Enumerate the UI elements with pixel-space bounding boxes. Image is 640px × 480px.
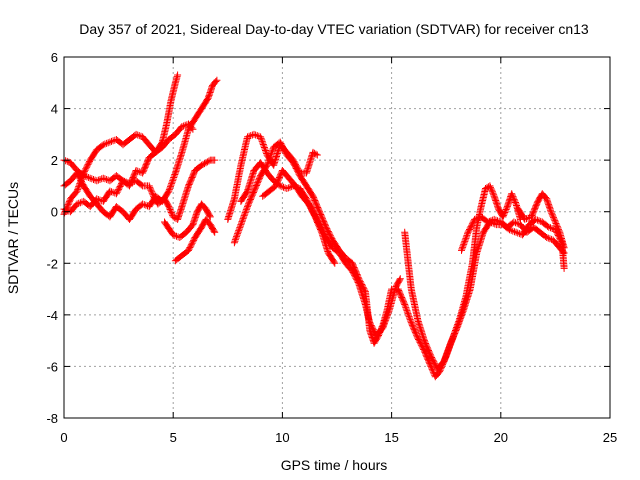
x-tick-label: 0 <box>60 430 67 445</box>
series-track-12 <box>401 215 568 373</box>
series-track-9 <box>237 159 404 339</box>
y-tick-label: 0 <box>51 205 58 220</box>
data-marks <box>60 71 568 381</box>
y-tick-label: 4 <box>51 102 58 117</box>
plot-frame <box>63 56 611 419</box>
x-axis-label: GPS time / hours <box>281 457 388 473</box>
series-track-14 <box>514 190 568 252</box>
y-tick-label: 6 <box>51 50 58 65</box>
series-markers <box>259 167 339 267</box>
series-markers <box>171 215 219 265</box>
y-tick-label: -2 <box>46 256 58 271</box>
y-tick-label: -8 <box>46 411 58 426</box>
series-markers <box>401 215 568 373</box>
series-markers <box>161 200 214 241</box>
series-markers <box>514 190 568 252</box>
y-tick-label: -4 <box>46 308 58 323</box>
series-track-5 <box>171 215 219 265</box>
axes: 0 5 10 15 20 25 -8 -6 -4 -2 0 2 4 6 <box>46 50 617 445</box>
x-tick-label: 20 <box>494 430 508 445</box>
series-track-6 <box>161 200 214 241</box>
x-tick-label: 5 <box>170 430 177 445</box>
y-tick-label: 2 <box>51 153 58 168</box>
x-tick-label: 25 <box>603 430 617 445</box>
series-markers <box>458 213 568 257</box>
y-tick-label: -6 <box>46 359 58 374</box>
x-tick-label: 15 <box>384 430 398 445</box>
series-markers <box>237 159 404 339</box>
chart-title: Day 357 of 2021, Sidereal Day-to-day VTE… <box>79 21 589 37</box>
y-axis-label: SDTVAR / TECUs <box>5 182 21 294</box>
series-track-10 <box>259 167 339 267</box>
grid <box>64 57 610 418</box>
series-track-13 <box>458 213 568 257</box>
x-tick-label: 10 <box>275 430 289 445</box>
